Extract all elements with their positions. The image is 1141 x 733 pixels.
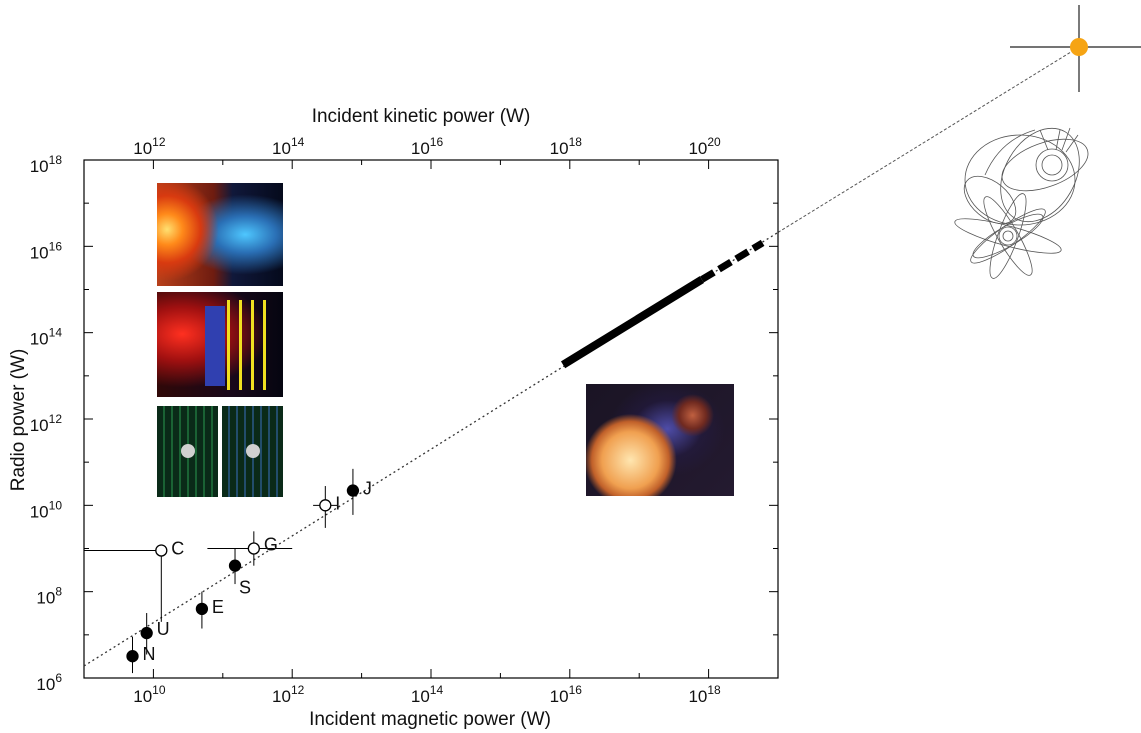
- x-tick-label: 1014: [411, 683, 444, 706]
- y-tick-label: 1012: [30, 412, 63, 435]
- tick-exponent: 6: [55, 671, 62, 685]
- tick-base: 10: [133, 139, 152, 158]
- data-point-j: [346, 484, 360, 497]
- data-point-n: [126, 650, 139, 663]
- tick-exponent: 16: [49, 239, 63, 253]
- tick-base: 10: [30, 502, 49, 521]
- tick-base: 10: [272, 139, 291, 158]
- tick-base: 10: [30, 243, 49, 262]
- unipolar-inductor-image: [157, 292, 283, 397]
- x-tick-label: 1012: [272, 683, 305, 706]
- error-bars: [84, 468, 354, 674]
- x2-tick-labels: 1012 1014 1016 1018 1020: [133, 135, 721, 158]
- y-tick-label: 1010: [30, 498, 63, 521]
- x2-tick-label: 1012: [133, 135, 166, 158]
- data-points: [126, 484, 360, 663]
- point-label-s: S: [239, 578, 251, 598]
- tick-exponent: 12: [152, 135, 166, 149]
- x2-tick-label: 1014: [272, 135, 305, 158]
- tick-exponent: 16: [430, 135, 444, 149]
- tick-base: 10: [550, 687, 569, 706]
- tick-exponent: 8: [55, 585, 62, 599]
- tick-exponent: 18: [49, 153, 63, 167]
- tick-base: 10: [30, 330, 49, 349]
- tick-base: 10: [133, 687, 152, 706]
- x-tick-label: 1016: [550, 683, 583, 706]
- star-exoplanet-image: [586, 384, 734, 496]
- tick-exponent: 14: [291, 135, 305, 149]
- tick-base: 10: [411, 139, 430, 158]
- tick-exponent: 14: [430, 683, 444, 697]
- tick-exponent: 20: [707, 135, 721, 149]
- point-label-u: U: [157, 619, 170, 639]
- y-axis-title: Radio power (W): [8, 349, 29, 492]
- tick-exponent: 18: [569, 135, 583, 149]
- predicted-range-dashed: [700, 239, 765, 283]
- star-crosshair-icon: [1010, 5, 1141, 92]
- x-tick-label: 1010: [133, 683, 166, 706]
- y-tick-label: 106: [36, 671, 62, 694]
- point-label-n: N: [143, 644, 156, 664]
- data-point-s: [228, 559, 242, 572]
- tick-base: 10: [688, 687, 707, 706]
- tick-exponent: 10: [49, 498, 63, 512]
- data-point-c: [155, 544, 168, 557]
- predicted-range-solid: [560, 276, 704, 369]
- magnetic-reconnection-image-2: [222, 406, 283, 497]
- point-label-i: I: [335, 493, 340, 513]
- tick-base: 10: [272, 687, 291, 706]
- x-tick-labels: 1010 1012 1014 1016 1018: [133, 683, 721, 706]
- tick-base: 10: [36, 675, 55, 694]
- tick-exponent: 14: [49, 326, 63, 340]
- y-tick-label: 108: [36, 585, 62, 608]
- tick-exponent: 10: [152, 683, 166, 697]
- x2-tick-label: 1020: [688, 135, 721, 158]
- tick-base: 10: [30, 157, 49, 176]
- point-label-e: E: [212, 597, 224, 617]
- tick-exponent: 18: [707, 683, 721, 697]
- tick-marks: [83, 159, 779, 679]
- x2-tick-label: 1018: [550, 135, 583, 158]
- point-labels: NU E C S G I J: [143, 479, 372, 665]
- tick-base: 10: [30, 416, 49, 435]
- point-label-g: G: [264, 535, 278, 555]
- tick-exponent: 12: [49, 412, 63, 426]
- magnetic-reconnection-image-1: [157, 406, 218, 497]
- y-tick-label: 1014: [30, 326, 63, 349]
- sun-magnetosphere-image: [157, 183, 283, 286]
- y-tick-label: 1016: [30, 239, 63, 262]
- tick-exponent: 12: [291, 683, 305, 697]
- point-label-c: C: [171, 538, 184, 558]
- tick-exponent: 16: [569, 683, 583, 697]
- x-tick-label: 1018: [688, 683, 721, 706]
- fit-line-extension: [777, 46, 1080, 233]
- magnetic-field-sketch-icon: [954, 127, 1089, 279]
- tick-base: 10: [550, 139, 569, 158]
- data-point-u: [140, 626, 153, 640]
- tick-base: 10: [411, 687, 430, 706]
- x2-tick-label: 1016: [411, 135, 444, 158]
- data-point-e: [195, 602, 209, 615]
- x2-axis-title: Incident kinetic power (W): [312, 106, 531, 127]
- data-point-g: [247, 542, 260, 555]
- fit-layer: [83, 231, 779, 667]
- tick-base: 10: [36, 589, 55, 608]
- extension-layer: [777, 46, 1080, 233]
- y-tick-label: 1018: [30, 153, 63, 176]
- x-axis-title: Incident magnetic power (W): [309, 709, 551, 730]
- tick-base: 10: [688, 139, 707, 158]
- point-label-j: J: [363, 479, 372, 499]
- data-point-i: [319, 499, 332, 512]
